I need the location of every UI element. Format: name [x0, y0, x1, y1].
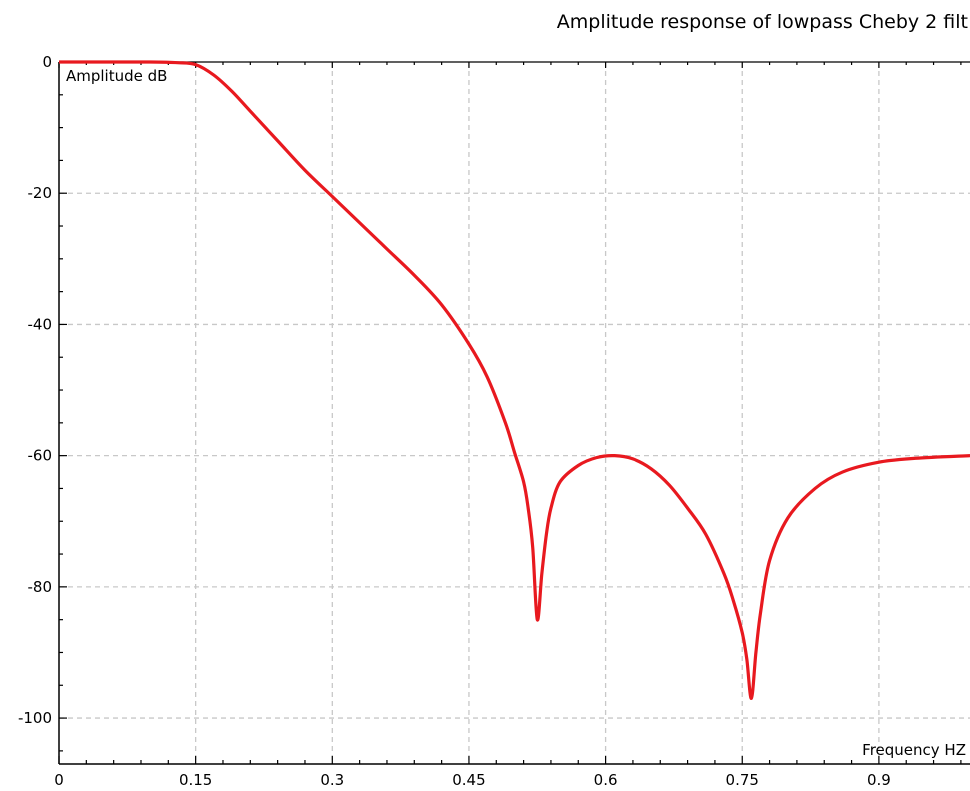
series-line: [59, 60, 970, 700]
x-tick-label: 0.15: [179, 771, 212, 789]
y-tick-label: -80: [28, 578, 53, 596]
x-tick-label: 0.45: [452, 771, 485, 789]
x-tick-label: 0: [54, 771, 64, 789]
chart-title: Amplitude response of lowpass Cheby 2 fi…: [557, 11, 968, 33]
y-axis-label: Amplitude dB: [66, 67, 167, 85]
grid-layer: [59, 62, 970, 764]
x-axis-label: Frequency HZ: [862, 741, 966, 759]
x-tick-label: 0.75: [726, 771, 759, 789]
y-tick-label: -40: [28, 315, 53, 333]
tick-labels-layer: 0 0.15 0.3 0.45 0.6 0.75 0.9 0 -20 -40 -60 -80 -100: [18, 53, 891, 789]
series-layer: [59, 60, 970, 700]
axes-layer: [58, 62, 970, 765]
ticks-layer: [58, 61, 970, 764]
y-tick-label: -20: [28, 184, 53, 202]
y-tick-label: 0: [42, 53, 52, 71]
y-tick-label: -60: [28, 447, 53, 465]
x-tick-label: 0.3: [320, 771, 344, 789]
x-tick-label: 0.9: [867, 771, 891, 789]
x-tick-label: 0.6: [594, 771, 618, 789]
y-tick-label: -100: [18, 709, 52, 727]
